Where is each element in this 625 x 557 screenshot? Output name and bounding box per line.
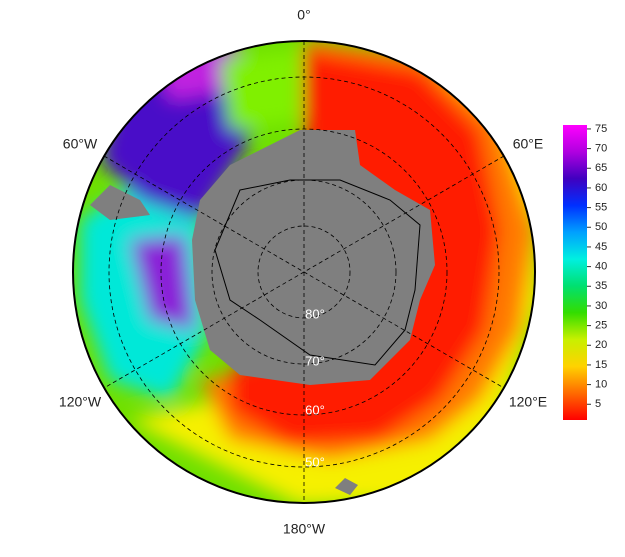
colorbar-tick-label: 60 bbox=[595, 182, 607, 194]
meridian-label: 120°E bbox=[509, 394, 547, 410]
meridian-label: 60°E bbox=[513, 136, 544, 152]
colorbar-scale bbox=[563, 125, 587, 420]
meridian-label: 180°W bbox=[283, 521, 326, 537]
map-border bbox=[72, 40, 536, 504]
latitude-label: 80° bbox=[305, 306, 325, 321]
colorbar-tick-label: 75 bbox=[595, 123, 607, 135]
colorbar-tick-label: 15 bbox=[595, 359, 607, 371]
data-field bbox=[73, 41, 535, 503]
meridian-label: 120°W bbox=[59, 394, 102, 410]
colorbar-tick-label: 10 bbox=[595, 379, 607, 391]
colorbar: 5 10 15 20 25 30 35 40 45 50 55 60 65 70 75 bbox=[563, 123, 607, 420]
colorbar-tick-label: 45 bbox=[595, 241, 607, 253]
colorbar-tick-label: 40 bbox=[595, 261, 607, 273]
colorbar-tick-label: 5 bbox=[595, 398, 601, 410]
colorbar-tick-label: 65 bbox=[595, 162, 607, 174]
colorbar-tick-label: 55 bbox=[595, 202, 607, 214]
latitude-label: 50° bbox=[305, 454, 325, 469]
colorbar-tick-label: 50 bbox=[595, 221, 607, 233]
meridian-label: 60°W bbox=[63, 136, 98, 152]
colorbar-tick-label: 25 bbox=[595, 320, 607, 332]
colorbar-tick-label: 70 bbox=[595, 143, 607, 155]
meridian-label: 0° bbox=[297, 7, 310, 23]
colorbar-tick-label: 20 bbox=[595, 339, 607, 351]
latitude-label: 70° bbox=[305, 353, 325, 368]
colorbar-tick-label: 35 bbox=[595, 280, 607, 292]
latitude-label: 60° bbox=[305, 402, 325, 417]
colorbar-tick-label: 30 bbox=[595, 300, 607, 312]
